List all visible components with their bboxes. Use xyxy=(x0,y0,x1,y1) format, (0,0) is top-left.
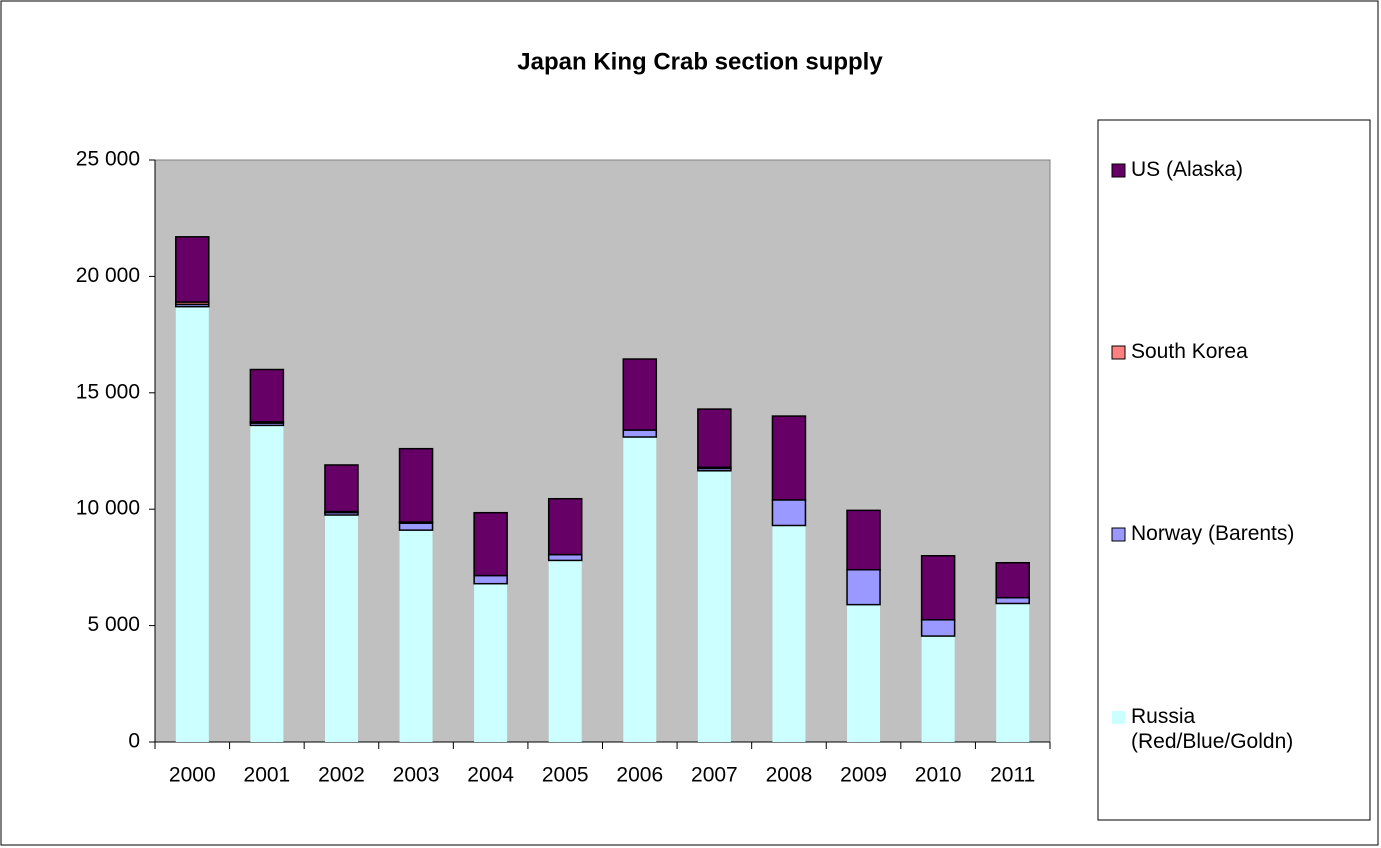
x-tick-label: 2007 xyxy=(691,764,738,787)
bar-segment xyxy=(920,555,956,621)
y-tick-label: 0 xyxy=(128,730,140,753)
legend-label: Norway (Barents) xyxy=(1131,522,1295,545)
legend-label: Russia (Red/Blue/Goldn) xyxy=(1131,705,1294,753)
legend-box xyxy=(1097,119,1371,821)
y-tick-label: 20 000 xyxy=(76,264,140,287)
bar-segment xyxy=(920,619,956,637)
legend-swatch xyxy=(1111,527,1126,542)
bar-segment xyxy=(324,515,358,742)
bar-segment xyxy=(250,425,284,742)
bar-segment xyxy=(995,561,1030,599)
x-tick-label: 2004 xyxy=(467,764,514,787)
bar-segment xyxy=(622,429,658,438)
x-tick-label: 2008 xyxy=(766,764,813,787)
x-tick-label: 2005 xyxy=(542,764,589,787)
x-tick-label: 2011 xyxy=(990,764,1035,787)
x-tick-label: 2006 xyxy=(616,764,663,787)
y-tick-label: 15 000 xyxy=(76,380,140,403)
x-tick-label: 2010 xyxy=(915,764,962,787)
chart-title: Japan King Crab section supply xyxy=(517,48,883,75)
bar-segment xyxy=(175,306,209,742)
bar-segment xyxy=(548,560,582,742)
legend-swatch xyxy=(1111,163,1126,178)
bar-segment xyxy=(846,568,881,606)
plot-area xyxy=(154,159,1051,743)
bar-segment xyxy=(995,596,1030,605)
bar-segment xyxy=(697,408,732,469)
legend-label: South Korea xyxy=(1131,340,1248,363)
x-tick-label: 2009 xyxy=(840,764,887,787)
bar-segment xyxy=(771,415,807,501)
bar-segment xyxy=(622,358,658,431)
y-tick-label: 10 000 xyxy=(76,497,140,520)
x-tick-label: 2002 xyxy=(318,764,365,787)
x-tick-label: 2000 xyxy=(169,764,216,787)
bar-segment xyxy=(921,636,955,742)
bar-segment xyxy=(846,509,881,571)
bar-segment xyxy=(398,522,434,531)
bar-segment xyxy=(772,525,806,742)
y-tick-label: 5 000 xyxy=(87,613,140,636)
bar-segment xyxy=(847,604,881,742)
bar-segment xyxy=(623,437,657,742)
bar-segment xyxy=(249,368,285,423)
bar-segment xyxy=(996,603,1030,742)
bar-segment xyxy=(473,574,508,585)
bar-segment xyxy=(324,464,359,513)
bar-segment xyxy=(474,583,508,742)
bar-segment xyxy=(473,511,508,577)
legend-swatch xyxy=(1111,345,1126,360)
x-tick-label: 2001 xyxy=(244,764,291,787)
bar-segment xyxy=(547,497,583,556)
bar-segment xyxy=(697,470,731,742)
bar-segment xyxy=(175,236,210,303)
bar-segment xyxy=(398,447,434,523)
legend-swatch xyxy=(1112,711,1125,724)
y-tick-label: 25 000 xyxy=(76,148,140,171)
legend-label: US (Alaska) xyxy=(1131,158,1244,181)
x-tick-label: 2003 xyxy=(393,764,440,787)
bar-segment xyxy=(399,530,433,742)
bar-segment xyxy=(547,553,583,562)
bar-segment xyxy=(771,499,807,527)
